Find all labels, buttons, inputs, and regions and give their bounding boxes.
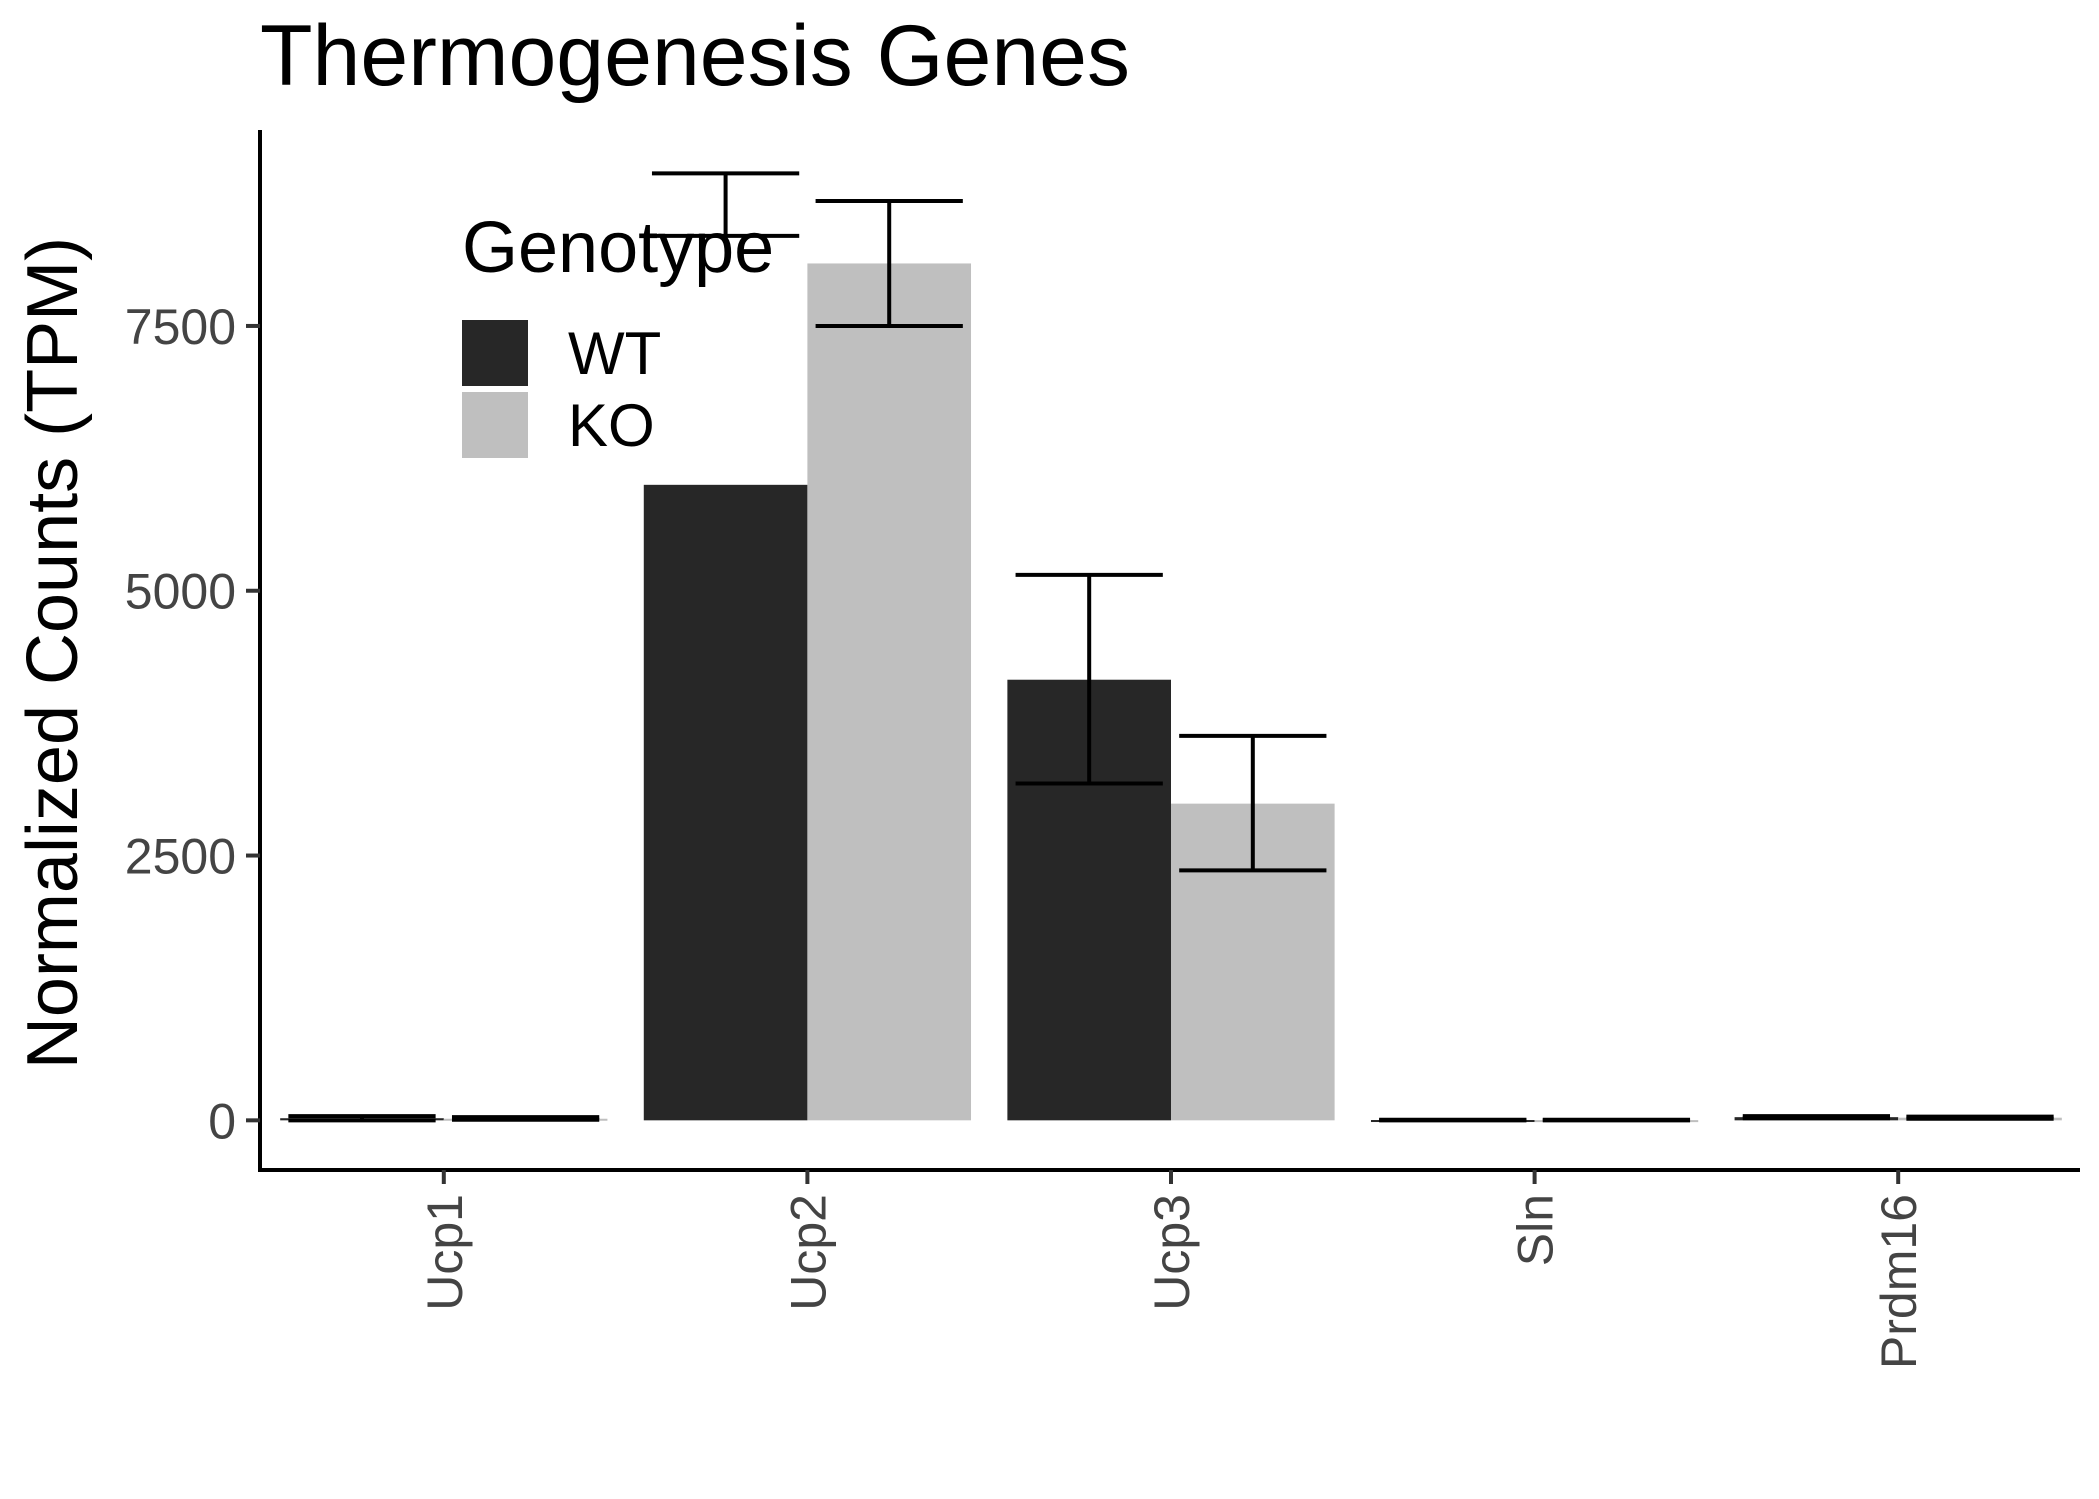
bar-ko-ucp2 [807, 263, 972, 1121]
y-axis-title: Normalized Counts (TPM) [13, 237, 93, 1069]
error-bar-ko-ucp3 [1179, 733, 1327, 873]
x-tick-label-ucp1: Ucp1 [417, 1194, 473, 1311]
error-bar-ko-sln [1542, 1117, 1691, 1123]
error-bar-ko-ucp1 [451, 1115, 600, 1122]
error-bar-ko-prdm16 [1906, 1114, 2054, 1121]
error-bar-wt-ucp3 [1015, 572, 1163, 786]
error-bar-wt-ucp2 [651, 171, 800, 238]
y-tick-label: 0 [208, 1093, 236, 1149]
bar-wt-ucp2 [643, 484, 808, 1121]
y-tick-label: 5000 [125, 564, 236, 620]
y-tick-label: 7500 [125, 299, 236, 355]
error-bar-wt-ucp1 [288, 1114, 436, 1123]
legend-key-ko [462, 392, 528, 458]
chart-title: Thermogenesis Genes [260, 8, 1130, 104]
error-bar-wt-sln [1379, 1117, 1527, 1123]
x-axis-ticks: Ucp1 Ucp2 Ucp3 Sln Prdm16 [417, 1170, 1927, 1369]
x-tick-label-ucp3: Ucp3 [1144, 1194, 1200, 1311]
legend-label-wt: WT [568, 320, 661, 387]
legend-title: Genotype [462, 208, 774, 288]
error-bar-wt-prdm16 [1742, 1114, 1891, 1121]
error-bar-ko-ucp2 [815, 198, 963, 328]
y-tick-label: 2500 [125, 829, 236, 885]
plot-area [280, 171, 2062, 1123]
x-tick-label-sln: Sln [1508, 1194, 1564, 1266]
legend-key-wt [462, 320, 528, 386]
y-axis-ticks: 0 2500 5000 7500 [125, 299, 260, 1149]
x-tick-label-prdm16: Prdm16 [1871, 1194, 1927, 1369]
x-tick-label-ucp2: Ucp2 [780, 1194, 836, 1311]
legend-label-ko: KO [568, 392, 655, 459]
